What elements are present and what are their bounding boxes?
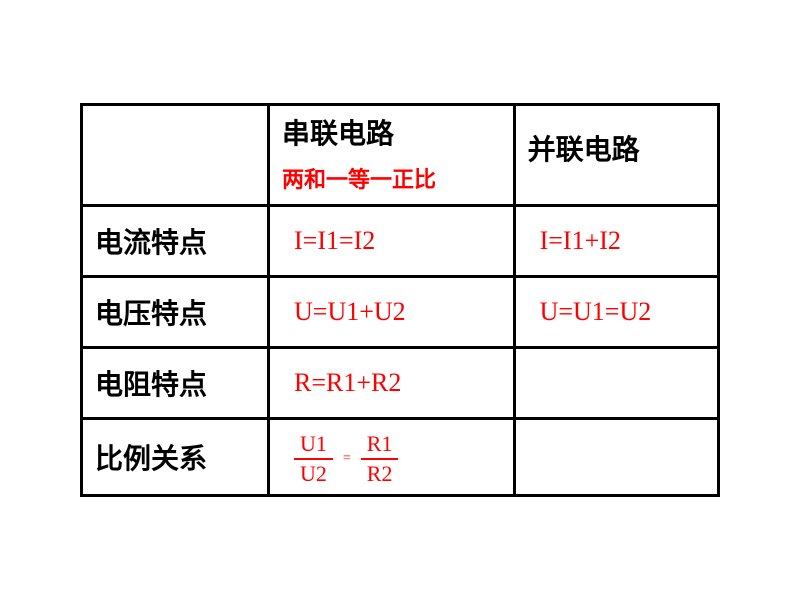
resistance-label: 电阻特点 [82,347,269,418]
resistance-series-formula: R=R1+R2 [269,347,515,418]
ratio-right-top: R1 [361,432,399,460]
voltage-row: 电压特点 U=U1+U2 U=U1=U2 [82,276,719,347]
ratio-parallel-formula [514,418,718,495]
ratio-label: 比例关系 [82,418,269,495]
current-row: 电流特点 I=I1=I2 I=I1+I2 [82,205,719,276]
resistance-row: 电阻特点 R=R1+R2 [82,347,719,418]
ratio-row: 比例关系 U1 U2 = R1 R2 [82,418,719,495]
parallel-title: 并联电路 [528,128,705,168]
header-parallel-cell: 并联电路 [514,104,718,205]
current-label: 电流特点 [82,205,269,276]
circuit-comparison-table: 串联电路 两和一等一正比 并联电路 电流特点 I=I1=I2 I=I1+I2 电… [80,103,720,497]
ratio-left-top: U1 [294,432,333,460]
ratio-left-fraction: U1 U2 [294,432,333,486]
voltage-parallel-formula: U=U1=U2 [514,276,718,347]
ratio-left-bot: U2 [294,460,333,486]
voltage-series-formula: U=U1+U2 [269,276,515,347]
header-row: 串联电路 两和一等一正比 并联电路 [82,104,719,205]
ratio-right-bot: R2 [361,460,399,486]
series-subtitle: 两和一等一正比 [282,162,501,194]
ratio-right-fraction: R1 R2 [361,432,399,486]
ratio-series-formula: U1 U2 = R1 R2 [269,418,515,495]
current-parallel-formula: I=I1+I2 [514,205,718,276]
series-title: 串联电路 [282,112,501,152]
ratio-equals: = [343,451,351,467]
header-series-cell: 串联电路 两和一等一正比 [269,104,515,205]
ratio-fraction: U1 U2 = R1 R2 [294,432,398,486]
resistance-parallel-formula [514,347,718,418]
voltage-label: 电压特点 [82,276,269,347]
current-series-formula: I=I1=I2 [269,205,515,276]
header-empty-cell [82,104,269,205]
